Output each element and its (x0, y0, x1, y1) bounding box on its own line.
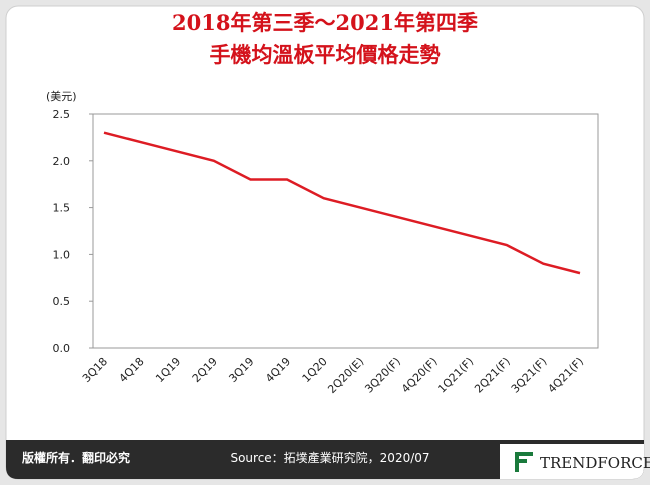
logo-icon (515, 459, 527, 463)
y-tick-label: 2.0 (53, 155, 71, 168)
footer-bar (6, 440, 644, 479)
y-tick-label: 1.0 (53, 248, 71, 261)
plot-frame (92, 113, 599, 349)
logo: TRENDFORCE (540, 454, 650, 472)
y-tick-label: 1.5 (53, 202, 71, 215)
y-tick-label: 0.5 (53, 295, 71, 308)
source: Source：拓墣產業研究院，2020/07 (230, 450, 429, 465)
chart-title: 2018年第三季～2021年第四季 (172, 10, 478, 35)
logo-bg (500, 444, 644, 479)
panel (5, 5, 645, 480)
y-axis-label: (美元) (46, 90, 77, 103)
line (103, 131, 581, 275)
copyright: 版權所有．翻印必究 (22, 450, 130, 465)
logo-icon (515, 452, 533, 456)
logo-icon (515, 452, 519, 472)
y-tick-label: 0.0 (53, 342, 71, 355)
chart-title: 手機均溫板平均價格走勢 (210, 42, 441, 67)
y-tick-label: 2.5 (53, 108, 71, 121)
